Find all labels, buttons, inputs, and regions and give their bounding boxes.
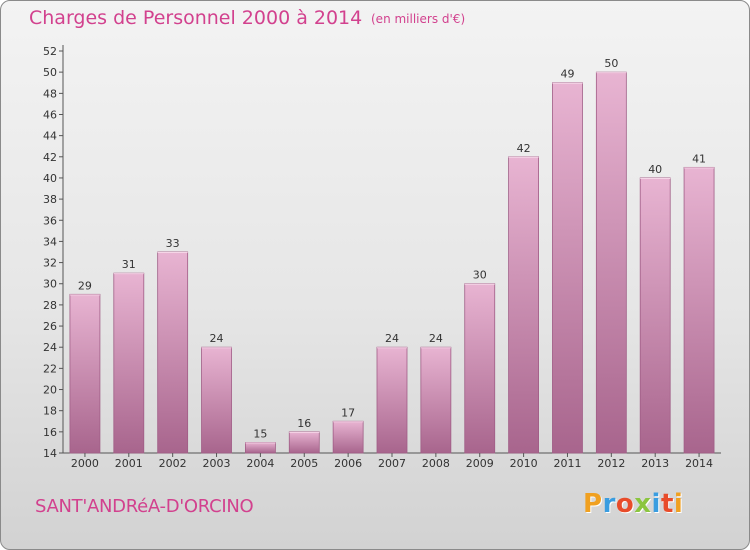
y-tick-label: 42 — [43, 151, 57, 164]
y-tick-label: 24 — [43, 341, 57, 354]
bar — [158, 252, 188, 453]
bar-value-label: 31 — [122, 258, 136, 271]
logo-letter: r — [603, 489, 616, 519]
x-tick-label: 2006 — [334, 457, 362, 470]
bar-value-label: 24 — [429, 332, 443, 345]
y-tick-label: 20 — [43, 384, 57, 397]
x-tick-label: 2000 — [71, 457, 99, 470]
bar-value-label: 24 — [210, 332, 224, 345]
chart-frame: Charges de Personnel 2000 à 2014 (en mil… — [0, 0, 750, 550]
y-tick-label: 32 — [43, 257, 57, 270]
bar-value-label: 49 — [560, 68, 574, 81]
bar — [377, 347, 407, 453]
bar-value-label: 41 — [692, 152, 706, 165]
bar — [552, 83, 582, 453]
y-tick-label: 40 — [43, 172, 57, 185]
x-tick-label: 2005 — [290, 457, 318, 470]
x-tick-label: 2013 — [641, 457, 669, 470]
x-tick-label: 2010 — [510, 457, 538, 470]
logo-letter: x — [634, 489, 651, 519]
proxiti-logo[interactable]: Proxiti — [583, 489, 683, 519]
y-tick-label: 38 — [43, 193, 57, 206]
y-tick-label: 50 — [43, 66, 57, 79]
x-tick-label: 2009 — [466, 457, 494, 470]
bar — [70, 294, 100, 453]
logo-letter: o — [616, 489, 634, 519]
bar-value-label: 42 — [517, 142, 531, 155]
x-tick-label: 2007 — [378, 457, 406, 470]
logo-letter: P — [583, 489, 603, 519]
x-tick-label: 2004 — [246, 457, 274, 470]
y-tick-label: 30 — [43, 278, 57, 291]
bar-value-label: 15 — [253, 427, 267, 440]
y-tick-label: 46 — [43, 108, 57, 121]
bar-chart: 14 16 18 20 22 24 26 28 30 32 34 36 38 40 42 44 46 48 50 52… — [1, 1, 750, 550]
bar — [509, 157, 539, 453]
y-tick-label: 44 — [43, 130, 57, 143]
bar-value-label: 24 — [385, 332, 399, 345]
bar-value-label: 30 — [473, 269, 487, 282]
bar — [202, 347, 232, 453]
bar-value-label: 17 — [341, 406, 355, 419]
bar — [684, 167, 714, 453]
y-tick-label: 22 — [43, 362, 57, 375]
bar-value-label: 50 — [604, 57, 618, 70]
y-tick-label: 34 — [43, 235, 57, 248]
bar-value-label: 29 — [78, 279, 92, 292]
bar-value-label: 16 — [297, 417, 311, 430]
y-tick-label: 48 — [43, 87, 57, 100]
x-tick-label: 2002 — [159, 457, 187, 470]
bar — [421, 347, 451, 453]
y-tick-label: 14 — [43, 447, 57, 460]
x-tick-label: 2008 — [422, 457, 450, 470]
x-tick-label: 2011 — [553, 457, 581, 470]
bar — [465, 284, 495, 453]
bar-value-label: 40 — [648, 163, 662, 176]
logo-letter: t — [661, 489, 674, 519]
x-tick-label: 2014 — [685, 457, 713, 470]
bar — [596, 72, 626, 453]
x-tick-label: 2003 — [203, 457, 231, 470]
logo-letter: i — [652, 489, 661, 519]
bar — [289, 432, 319, 453]
y-tick-label: 18 — [43, 405, 57, 418]
bar-value-label: 33 — [166, 237, 180, 250]
x-tick-label: 2012 — [597, 457, 625, 470]
y-tick-label: 36 — [43, 214, 57, 227]
y-tick-label: 26 — [43, 320, 57, 333]
y-tick-label: 16 — [43, 426, 57, 439]
bar — [245, 442, 275, 453]
bar — [114, 273, 144, 453]
bar — [640, 178, 670, 453]
x-tick-label: 2001 — [115, 457, 143, 470]
commune-name: SANT'ANDRéA-D'ORCINO — [35, 496, 253, 517]
y-tick-label: 28 — [43, 299, 57, 312]
bar — [333, 421, 363, 453]
logo-letter: i — [674, 489, 683, 519]
y-tick-label: 52 — [43, 45, 57, 58]
